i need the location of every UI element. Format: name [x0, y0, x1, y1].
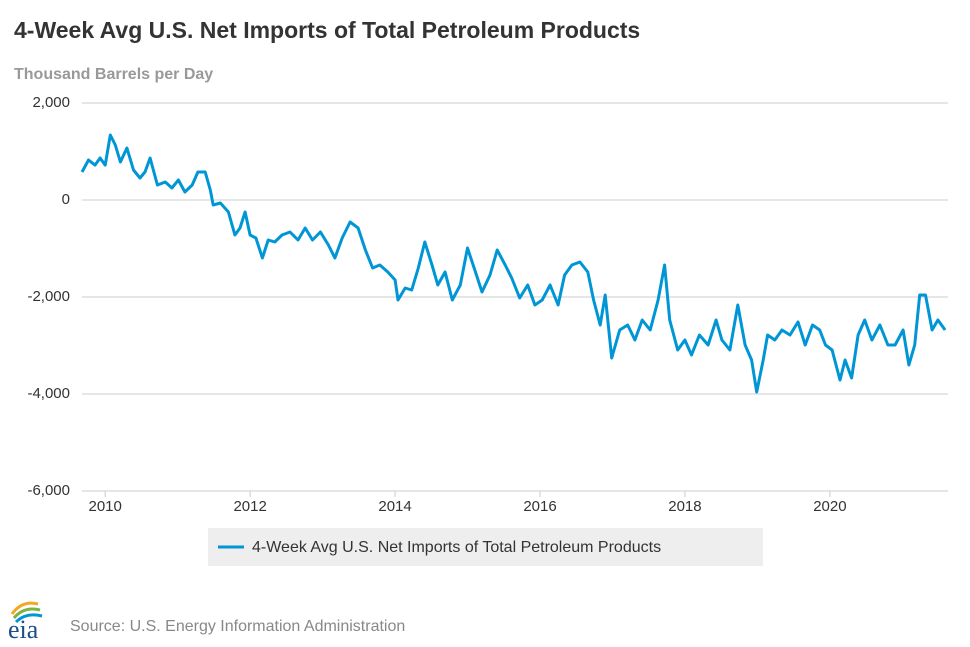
x-tick-label: 2012 — [233, 498, 266, 515]
source: Source: U.S. Energy Information Administ… — [70, 618, 405, 635]
x-tick-label: 2010 — [89, 498, 122, 515]
x-tick-label: 2018 — [668, 498, 701, 515]
chart-title: 4-Week Avg U.S. Net Imports of Total Pet… — [14, 17, 640, 43]
x-tick-label: 2016 — [523, 498, 556, 515]
y-tick-label: -2,000 — [27, 288, 70, 305]
series-line — [80, 133, 947, 394]
legend-label: 4-Week Avg U.S. Net Imports of Total Pet… — [252, 539, 661, 556]
y-tick-label: -4,000 — [27, 385, 70, 402]
y-tick-label: -6,000 — [27, 482, 70, 499]
y-tick-label: 2,000 — [32, 94, 70, 111]
legend-box — [208, 528, 763, 566]
x-tick-label: 2014 — [378, 498, 411, 515]
logo-arcs — [10, 601, 43, 624]
y-tick-label: 0 — [62, 191, 70, 208]
x-tick-label: 2020 — [813, 498, 846, 515]
chart-subtitle: Thousand Barrels per Day — [14, 66, 213, 83]
logo: eia — [8, 615, 39, 644]
